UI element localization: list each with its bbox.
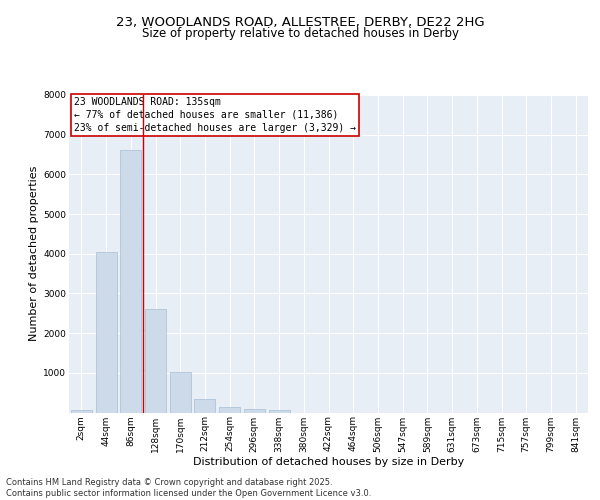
Text: 23 WOODLANDS ROAD: 135sqm
← 77% of detached houses are smaller (11,386)
23% of s: 23 WOODLANDS ROAD: 135sqm ← 77% of detac… xyxy=(74,96,356,133)
Bar xyxy=(95,252,116,412)
Bar xyxy=(145,308,166,412)
Bar xyxy=(170,372,191,412)
Bar xyxy=(120,150,141,412)
Text: Size of property relative to detached houses in Derby: Size of property relative to detached ho… xyxy=(142,28,458,40)
Text: 23, WOODLANDS ROAD, ALLESTREE, DERBY, DE22 2HG: 23, WOODLANDS ROAD, ALLESTREE, DERBY, DE… xyxy=(116,16,484,29)
Text: Contains HM Land Registry data © Crown copyright and database right 2025.
Contai: Contains HM Land Registry data © Crown c… xyxy=(6,478,371,498)
Bar xyxy=(269,410,290,412)
Bar xyxy=(71,410,92,412)
Bar xyxy=(219,408,240,412)
Bar xyxy=(244,408,265,412)
Bar xyxy=(194,398,215,412)
X-axis label: Distribution of detached houses by size in Derby: Distribution of detached houses by size … xyxy=(193,457,464,467)
Y-axis label: Number of detached properties: Number of detached properties xyxy=(29,166,39,342)
